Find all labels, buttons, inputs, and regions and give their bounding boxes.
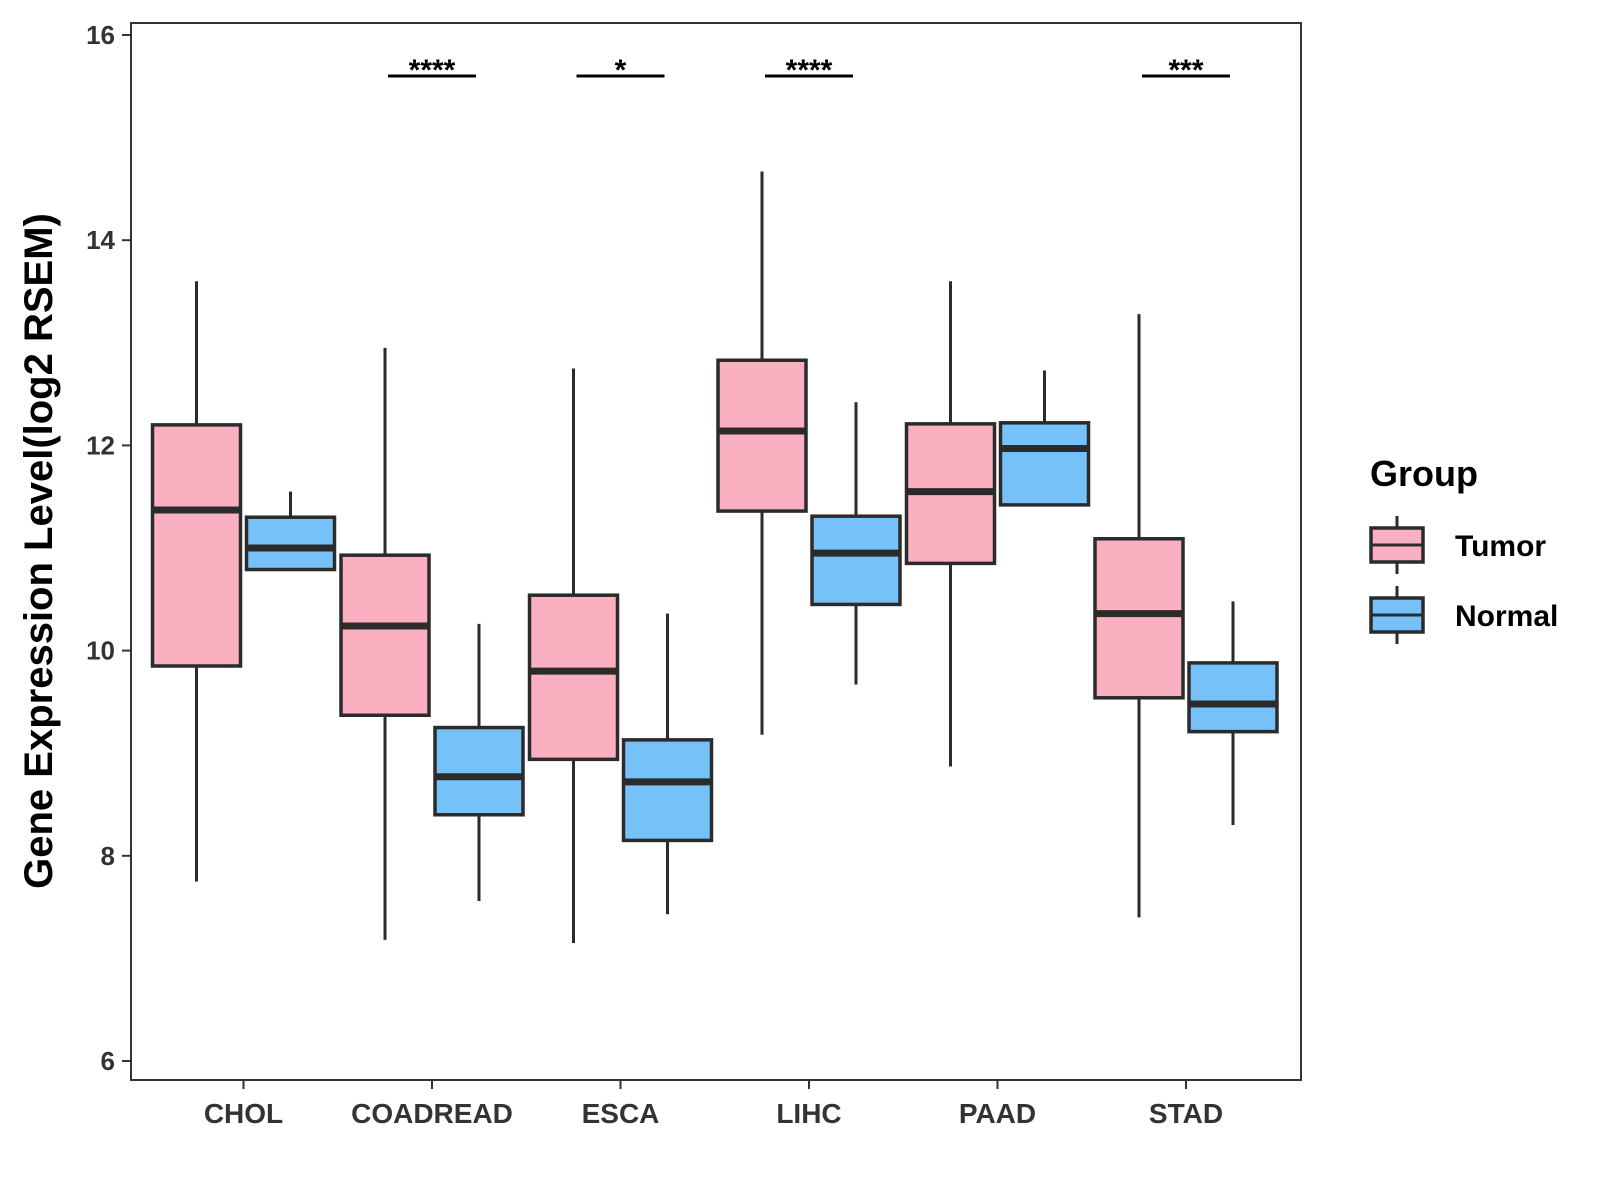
box-normal-lihc bbox=[810, 402, 902, 685]
y-tick-label: 6 bbox=[101, 1046, 115, 1076]
y-tick-label: 14 bbox=[86, 225, 115, 255]
iqr-box bbox=[1187, 661, 1279, 734]
box-tumor-paad bbox=[904, 281, 997, 767]
y-axis: 6 8 10 12 14 16 bbox=[86, 20, 131, 1076]
box-normal-paad bbox=[998, 370, 1091, 507]
y-tick-label: 16 bbox=[86, 20, 115, 50]
box-normal-chol bbox=[244, 491, 337, 572]
significance-label: **** bbox=[786, 54, 833, 87]
box-tumor-coadread bbox=[339, 347, 431, 940]
box-tumor-lihc bbox=[716, 171, 808, 735]
iqr-box bbox=[150, 423, 243, 668]
significance-label: *** bbox=[1168, 54, 1203, 87]
y-axis-title: Gene Expression Level(log2 RSEM) bbox=[17, 213, 61, 889]
x-tick-label-lihc: LIHC bbox=[776, 1098, 841, 1129]
x-tick-label-esca: ESCA bbox=[582, 1098, 660, 1129]
box-tumor-esca bbox=[527, 368, 620, 944]
x-tick-label-stad: STAD bbox=[1149, 1098, 1223, 1129]
legend-title: Group bbox=[1370, 453, 1478, 494]
significance-lihc: **** bbox=[765, 54, 853, 87]
y-tick-label: 10 bbox=[86, 636, 115, 666]
iqr-box bbox=[1093, 537, 1185, 700]
box-normal-stad bbox=[1187, 601, 1279, 826]
iqr-box bbox=[244, 515, 337, 572]
box-normal-coadread bbox=[433, 623, 525, 901]
legend-entry-tumor: Tumor bbox=[1369, 516, 1546, 574]
significance-annotations: **** * **** *** bbox=[388, 54, 1230, 87]
iqr-box bbox=[810, 514, 902, 607]
iqr-box bbox=[527, 593, 620, 762]
y-tick-label: 12 bbox=[86, 430, 115, 460]
x-axis: CHOL COADREAD ESCA LIHC PAAD STAD bbox=[204, 1080, 1223, 1129]
significance-label: * bbox=[615, 54, 627, 87]
legend-label-normal: Normal bbox=[1455, 600, 1558, 633]
significance-label: **** bbox=[409, 54, 456, 87]
legend-entry-normal: Normal bbox=[1369, 586, 1558, 644]
legend: Group Tumor Normal bbox=[1369, 453, 1558, 644]
box-tumor-stad bbox=[1093, 314, 1185, 918]
x-tick-label-paad: PAAD bbox=[959, 1098, 1036, 1129]
significance-stad: *** bbox=[1142, 54, 1230, 87]
y-tick-label: 8 bbox=[101, 841, 115, 871]
legend-label-tumor: Tumor bbox=[1455, 530, 1546, 563]
iqr-box bbox=[998, 421, 1091, 507]
x-tick-label-chol: CHOL bbox=[204, 1098, 283, 1129]
x-tick-label-coadread: COADREAD bbox=[351, 1098, 513, 1129]
iqr-box bbox=[621, 738, 714, 843]
iqr-box bbox=[339, 553, 431, 717]
plot-marks bbox=[150, 171, 1279, 944]
significance-esca: * bbox=[576, 54, 665, 87]
box-normal-esca bbox=[621, 613, 714, 915]
box-tumor-chol bbox=[150, 281, 243, 882]
iqr-box bbox=[433, 725, 525, 817]
significance-coadread: **** bbox=[388, 54, 476, 87]
iqr-box bbox=[716, 358, 808, 513]
